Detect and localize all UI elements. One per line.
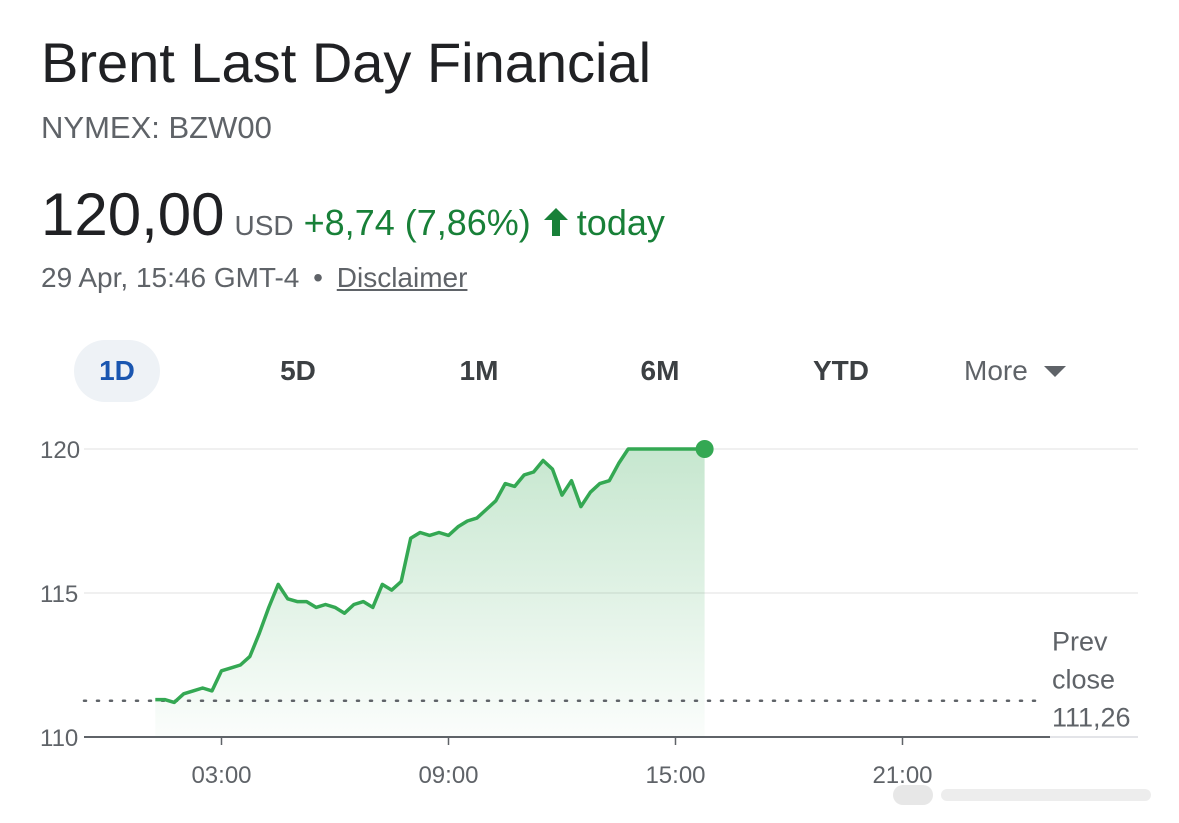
price-line [155,447,705,705]
y-tick-label: 115 [40,581,78,608]
x-tick-label: 15:00 [645,762,705,789]
y-tick-label: 110 [40,725,78,752]
tab-ytd[interactable]: YTD [813,355,869,386]
x-tick-label: 21:00 [872,762,932,789]
more-dropdown[interactable]: More [964,340,1084,402]
tab-1d[interactable]: 1D [74,340,160,402]
prev-close-label-line2: close [1052,665,1115,695]
quote-row: 120,00 USD +8,74 (7,86%) today [41,180,665,249]
tab-5d[interactable]: 5D [280,355,316,386]
y-tick-label: 120 [40,437,80,464]
price-area-fill [155,449,705,737]
tab-6m[interactable]: 6M [640,355,680,386]
price-change: +8,74 (7,86%) [303,202,531,243]
caret-down-icon [1043,365,1066,377]
change-period: today [576,202,665,243]
ticker-symbol: NYMEX: BZW00 [41,110,272,145]
x-tick-label: 09:00 [418,762,478,789]
currency-label: USD [234,210,294,241]
disclaimer-link[interactable]: Disclaimer [336,262,468,293]
arrow-up-icon [543,207,569,237]
prev-close-label-line1: Prev [1052,627,1108,657]
more-label: More [964,355,1028,386]
separator-dot: • [313,262,323,293]
prev-close-value: 111,26 [1052,703,1131,733]
watermark-logo [893,785,1151,805]
x-tick-label: 03:00 [191,762,251,789]
current-price-marker [695,440,714,458]
quote-timestamp: 29 Apr, 15:46 GMT-4 [41,262,300,293]
quote-meta: 29 Apr, 15:46 GMT-4 • Disclaimer [41,262,467,294]
current-price: 120,00 [41,181,225,248]
page-title: Brent Last Day Financial [41,31,652,94]
tab-1m[interactable]: 1M [459,355,499,386]
